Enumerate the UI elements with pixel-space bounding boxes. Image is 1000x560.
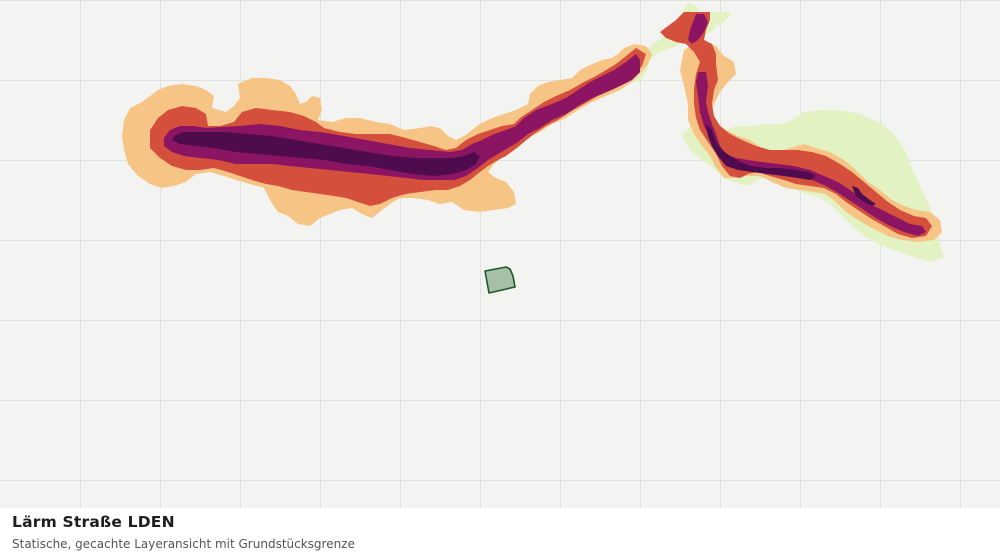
map-title: Lärm Straße LDEN [12, 513, 175, 531]
map-background [0, 0, 1000, 508]
noise-map-canvas[interactable] [0, 0, 1000, 508]
noise-zone-polygon [680, 40, 942, 242]
map-subtitle: Statische, gecachte Layeransicht mit Gru… [12, 537, 355, 551]
noise-zone-polygon [852, 186, 876, 206]
noise-zone-polygon [660, 12, 932, 238]
noise-zone-polygon [688, 14, 708, 44]
noise-zone-polygon [150, 48, 646, 206]
parcel-boundary[interactable] [484, 266, 516, 294]
noise-zone-medium [150, 12, 932, 238]
map-view[interactable] [0, 0, 1000, 508]
noise-zone-highest [172, 124, 876, 206]
map-caption: Lärm Straße LDEN Statische, gecachte Lay… [0, 508, 1000, 560]
noise-zone-polygon [172, 132, 480, 176]
noise-zone-polygon [706, 124, 816, 180]
map-grid [0, 0, 1000, 508]
